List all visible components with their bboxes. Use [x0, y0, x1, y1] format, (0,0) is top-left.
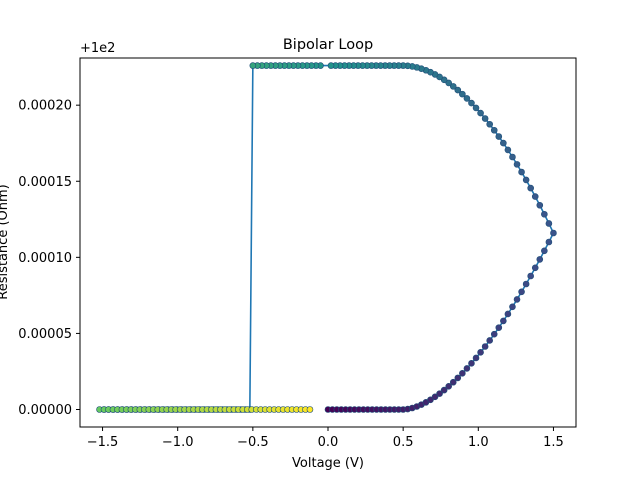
x-tick-label: 1.0	[468, 435, 489, 450]
chart-title: Bipolar Loop	[283, 37, 373, 53]
data-point	[449, 83, 457, 90]
data-point	[486, 120, 493, 128]
data-point	[486, 337, 493, 344]
data-point	[459, 369, 466, 377]
y-tick-label: 0.00000	[18, 403, 72, 418]
plot-background	[80, 58, 576, 427]
y-tick-label: 0.00005	[18, 327, 72, 342]
data-point	[513, 161, 521, 168]
data-point	[518, 168, 525, 176]
data-point	[490, 126, 498, 134]
data-point	[472, 104, 480, 112]
x-tick-label: −1.0	[162, 435, 194, 450]
data-point	[490, 330, 498, 338]
data-point	[531, 193, 539, 200]
data-point	[249, 62, 257, 69]
x-tick-label: −0.5	[237, 435, 269, 450]
data-point	[481, 343, 489, 350]
data-layer	[96, 62, 557, 413]
data-point	[550, 229, 557, 237]
data-point	[427, 396, 434, 404]
data-point	[504, 310, 512, 318]
data-point	[522, 176, 530, 184]
data-point	[472, 354, 480, 362]
data-point	[454, 86, 462, 94]
data-point	[545, 220, 553, 227]
data-point	[500, 139, 507, 147]
data-point	[531, 264, 539, 272]
x-axis: −1.5 −1.0 −0.5 0.0 0.5 1.0 1.5	[87, 427, 564, 450]
data-point	[522, 280, 530, 288]
data-point	[509, 303, 516, 311]
data-point	[541, 247, 548, 255]
data-point	[477, 349, 484, 356]
y-axis: 0.00000 0.00005 0.00010 0.00015 0.00020	[18, 99, 80, 418]
y-axis-offset-label: +1e2	[80, 41, 115, 56]
y-tick-label: 0.00020	[18, 99, 72, 114]
data-point	[431, 393, 439, 401]
data-point	[513, 296, 521, 303]
data-point	[440, 386, 448, 394]
x-tick-label: 1.5	[543, 435, 564, 450]
data-point	[468, 99, 475, 107]
y-axis-label: Resistance (Ohm)	[0, 184, 11, 299]
data-point	[536, 256, 544, 263]
data-point	[445, 383, 453, 390]
data-point	[518, 288, 525, 296]
data-point	[481, 115, 489, 122]
data-point	[449, 378, 457, 386]
data-point	[495, 324, 503, 331]
data-point	[536, 201, 544, 209]
data-point	[468, 359, 475, 367]
data-point	[327, 62, 335, 69]
x-tick-label: 0.0	[318, 435, 339, 450]
x-axis-label: Voltage (V)	[292, 456, 364, 471]
data-point	[545, 238, 553, 246]
data-point	[306, 406, 314, 413]
data-point	[459, 90, 466, 98]
y-tick-label: 0.00015	[18, 175, 72, 190]
data-point	[436, 390, 443, 397]
data-point	[477, 109, 484, 117]
y-tick-label: 0.00010	[18, 251, 72, 266]
data-point	[463, 365, 471, 372]
data-point	[463, 95, 471, 102]
data-point	[509, 153, 516, 161]
data-point	[527, 272, 534, 280]
data-point	[445, 79, 453, 87]
data-point	[541, 210, 548, 218]
data-point	[495, 133, 503, 140]
data-point	[454, 374, 462, 382]
x-tick-label: −1.5	[87, 435, 119, 450]
data-point	[500, 317, 507, 325]
data-point	[527, 184, 534, 192]
data-point	[504, 146, 512, 154]
x-tick-label: 0.5	[393, 435, 414, 450]
